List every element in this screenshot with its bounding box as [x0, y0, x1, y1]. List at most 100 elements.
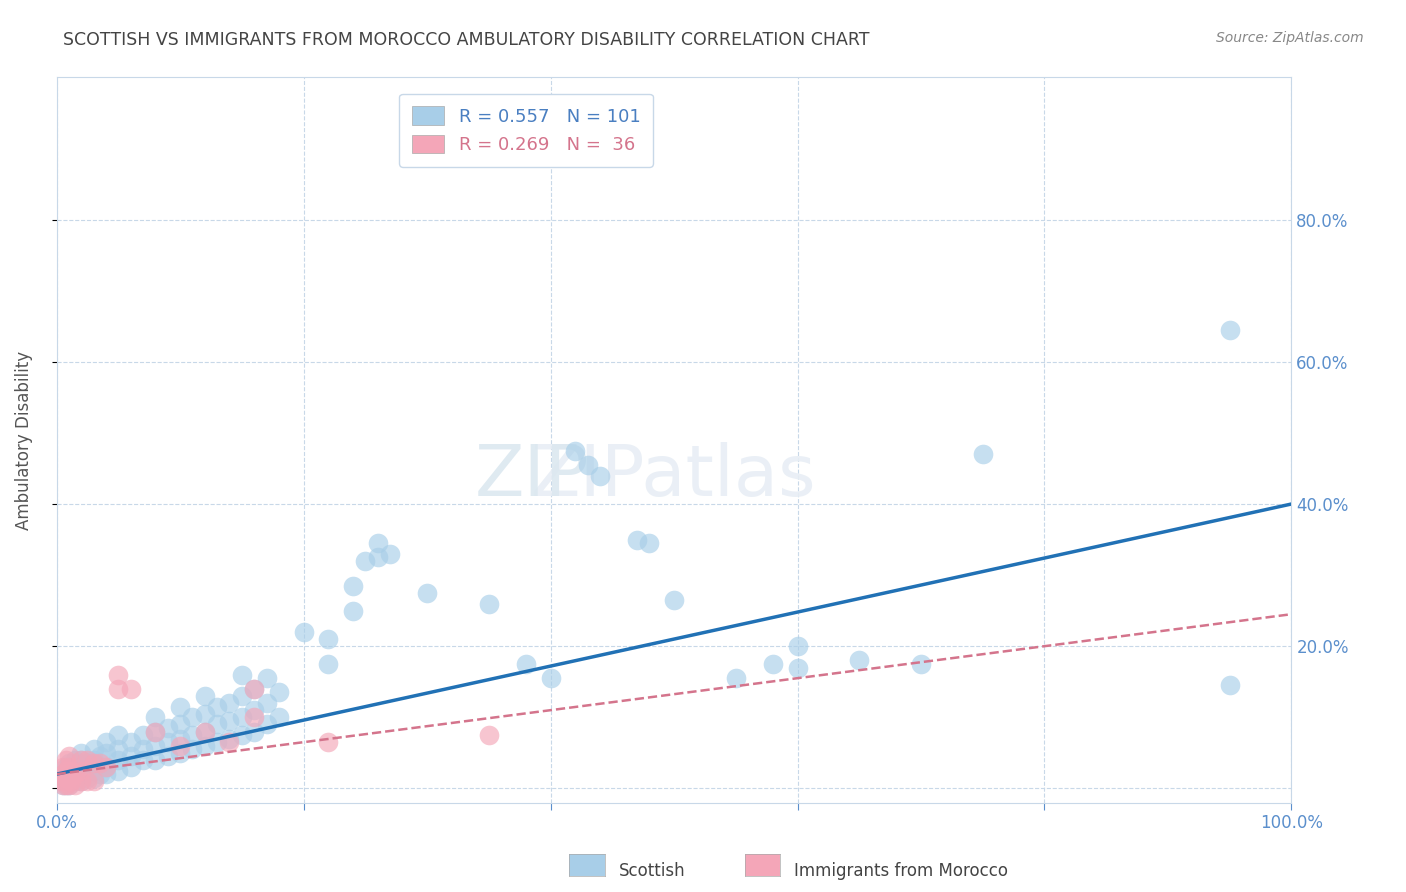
Point [107, 681, 129, 696]
Point [94, 767, 117, 781]
Point [70, 753, 93, 767]
Point [63, 774, 86, 789]
Point [58, 778, 80, 792]
Point [243, 710, 266, 724]
Point [60, 764, 83, 778]
Point [218, 696, 240, 710]
Point [83, 753, 105, 767]
Point [58, 749, 80, 764]
Point [60, 774, 83, 789]
Point [972, 447, 994, 461]
Point [76, 756, 98, 771]
Point [354, 554, 377, 568]
Text: ZIPatlas: ZIPatlas [531, 442, 817, 511]
Point [367, 536, 389, 550]
Point [292, 624, 315, 639]
Point [416, 586, 439, 600]
Point [194, 724, 217, 739]
Point [55, 767, 77, 781]
Point [145, 739, 167, 753]
Point [52, 778, 75, 792]
Point [55, 764, 77, 778]
Point [218, 731, 240, 746]
Text: ZIP: ZIP [475, 442, 589, 511]
Point [83, 774, 105, 789]
Point [145, 724, 167, 739]
Text: Immigrants from Morocco: Immigrants from Morocco [794, 863, 1008, 880]
Point [107, 764, 129, 778]
Point [58, 771, 80, 785]
Point [267, 710, 290, 724]
Point [76, 764, 98, 778]
Point [63, 767, 86, 781]
Point [60, 774, 83, 789]
Point [70, 774, 93, 789]
Point [316, 735, 339, 749]
Point [145, 753, 167, 767]
Point [145, 724, 167, 739]
Point [107, 742, 129, 756]
Point [120, 681, 142, 696]
Point [55, 778, 77, 792]
Point [94, 735, 117, 749]
Point [181, 710, 204, 724]
Point [55, 778, 77, 792]
Point [540, 671, 562, 685]
Point [169, 739, 191, 753]
Point [107, 728, 129, 742]
Point [58, 764, 80, 778]
Point [76, 771, 98, 785]
Point [52, 767, 75, 781]
Point [83, 756, 105, 771]
Legend: R = 0.557   N = 101, R = 0.269   N =  36: R = 0.557 N = 101, R = 0.269 N = 36 [399, 94, 652, 167]
Point [120, 749, 142, 764]
Point [626, 533, 648, 547]
Point [786, 660, 808, 674]
Point [83, 771, 105, 785]
Point [58, 756, 80, 771]
Point [94, 760, 117, 774]
Point [342, 579, 364, 593]
Text: SCOTTISH VS IMMIGRANTS FROM MOROCCO AMBULATORY DISABILITY CORRELATION CHART: SCOTTISH VS IMMIGRANTS FROM MOROCCO AMBU… [63, 31, 870, 49]
Point [231, 689, 253, 703]
Point [52, 774, 75, 789]
Point [120, 760, 142, 774]
Point [231, 728, 253, 742]
Point [256, 671, 278, 685]
Point [316, 632, 339, 646]
Point [564, 443, 586, 458]
Point [70, 746, 93, 760]
Point [120, 735, 142, 749]
Point [638, 536, 661, 550]
Point [169, 731, 191, 746]
Point [70, 774, 93, 789]
Point [58, 760, 80, 774]
Point [52, 767, 75, 781]
Point [83, 764, 105, 778]
Point [1219, 323, 1241, 337]
Point [55, 771, 77, 785]
Point [231, 667, 253, 681]
Point [218, 735, 240, 749]
Point [70, 764, 93, 778]
Point [576, 458, 599, 472]
Point [243, 703, 266, 717]
Point [60, 767, 83, 781]
Point [63, 760, 86, 774]
Point [316, 657, 339, 671]
Point [52, 778, 75, 792]
Point [662, 593, 685, 607]
Point [89, 756, 111, 771]
Point [132, 753, 155, 767]
Point [76, 774, 98, 789]
Point [267, 685, 290, 699]
Point [218, 714, 240, 728]
Point [910, 657, 932, 671]
Point [94, 760, 117, 774]
Point [342, 604, 364, 618]
Point [70, 760, 93, 774]
Text: Source: ZipAtlas.com: Source: ZipAtlas.com [1216, 31, 1364, 45]
Point [786, 639, 808, 653]
Point [156, 721, 179, 735]
Point [231, 710, 253, 724]
